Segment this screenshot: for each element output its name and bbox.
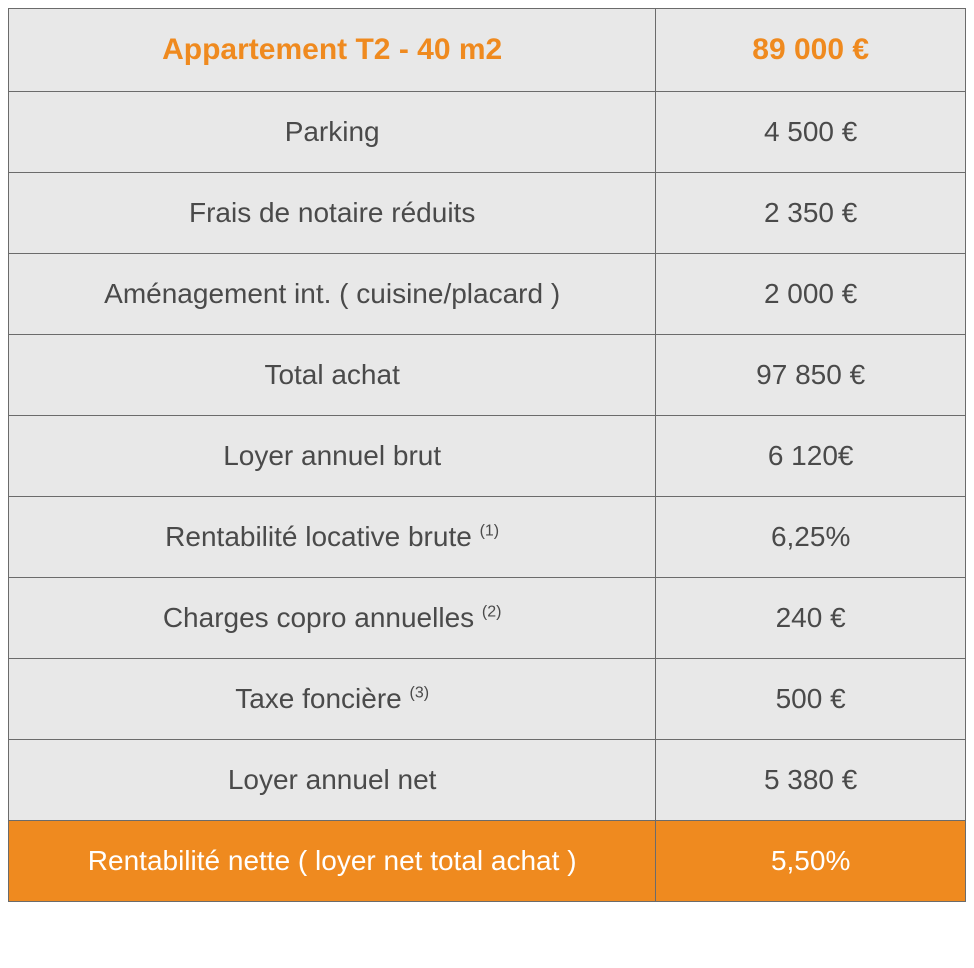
row-label: Charges copro annuelles (2) — [9, 578, 656, 659]
header-label: Appartement T2 - 40 m2 — [9, 9, 656, 92]
row-label: Taxe foncière (3) — [9, 659, 656, 740]
table-row: Loyer annuel brut 6 120€ — [9, 416, 966, 497]
row-label: Loyer annuel net — [9, 740, 656, 821]
row-label: Rentabilité locative brute (1) — [9, 497, 656, 578]
row-value: 6 120€ — [656, 416, 966, 497]
investment-table: Appartement T2 - 40 m2 89 000 € Parking … — [8, 8, 966, 902]
table-row: Taxe foncière (3) 500 € — [9, 659, 966, 740]
table-row: Charges copro annuelles (2) 240 € — [9, 578, 966, 659]
row-value: 4 500 € — [656, 92, 966, 173]
table-row: Aménagement int. ( cuisine/placard ) 2 0… — [9, 254, 966, 335]
table-row: Parking 4 500 € — [9, 92, 966, 173]
row-label: Parking — [9, 92, 656, 173]
row-value: 2 000 € — [656, 254, 966, 335]
row-value: 97 850 € — [656, 335, 966, 416]
row-label: Total achat — [9, 335, 656, 416]
table-row: Frais de notaire réduits 2 350 € — [9, 173, 966, 254]
row-label: Aménagement int. ( cuisine/placard ) — [9, 254, 656, 335]
table-row: Total achat 97 850 € — [9, 335, 966, 416]
row-value: 5 380 € — [656, 740, 966, 821]
row-value: 6,25% — [656, 497, 966, 578]
row-value: 240 € — [656, 578, 966, 659]
header-value: 89 000 € — [656, 9, 966, 92]
table-row: Rentabilité locative brute (1) 6,25% — [9, 497, 966, 578]
row-label: Frais de notaire réduits — [9, 173, 656, 254]
row-value: 2 350 € — [656, 173, 966, 254]
footer-label: Rentabilité nette ( loyer net total acha… — [9, 821, 656, 902]
row-value: 500 € — [656, 659, 966, 740]
table-footer-row: Rentabilité nette ( loyer net total acha… — [9, 821, 966, 902]
row-label: Loyer annuel brut — [9, 416, 656, 497]
table-row: Loyer annuel net 5 380 € — [9, 740, 966, 821]
footer-value: 5,50% — [656, 821, 966, 902]
table-header-row: Appartement T2 - 40 m2 89 000 € — [9, 9, 966, 92]
